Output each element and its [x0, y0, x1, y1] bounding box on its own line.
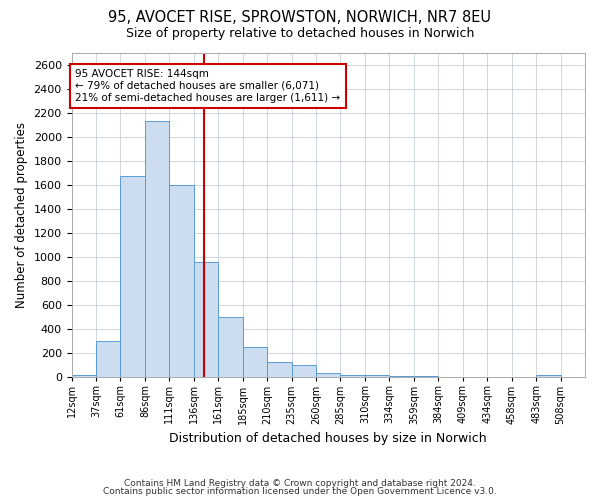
X-axis label: Distribution of detached houses by size in Norwich: Distribution of detached houses by size … [169, 432, 487, 445]
Bar [414, 376, 438, 378]
Bar [389, 376, 414, 378]
Bar [340, 375, 365, 378]
Text: 95 AVOCET RISE: 144sqm
← 79% of detached houses are smaller (6,071)
21% of semi-: 95 AVOCET RISE: 144sqm ← 79% of detached… [75, 70, 340, 102]
Bar [194, 262, 218, 378]
Text: 95, AVOCET RISE, SPROWSTON, NORWICH, NR7 8EU: 95, AVOCET RISE, SPROWSTON, NORWICH, NR7… [109, 10, 491, 25]
Bar [218, 317, 242, 378]
Bar [536, 375, 560, 378]
Bar [365, 375, 389, 378]
Bar [316, 373, 340, 378]
Text: Size of property relative to detached houses in Norwich: Size of property relative to detached ho… [126, 28, 474, 40]
Bar [242, 346, 267, 378]
Text: Contains HM Land Registry data © Crown copyright and database right 2024.: Contains HM Land Registry data © Crown c… [124, 478, 476, 488]
Bar [96, 342, 121, 378]
Bar [169, 185, 194, 378]
Y-axis label: Number of detached properties: Number of detached properties [15, 122, 28, 308]
Bar [145, 121, 169, 378]
Bar [292, 366, 316, 378]
Bar [71, 375, 96, 378]
Text: Contains public sector information licensed under the Open Government Licence v3: Contains public sector information licen… [103, 487, 497, 496]
Bar [438, 376, 463, 378]
Bar [267, 362, 292, 378]
Bar [121, 176, 145, 378]
